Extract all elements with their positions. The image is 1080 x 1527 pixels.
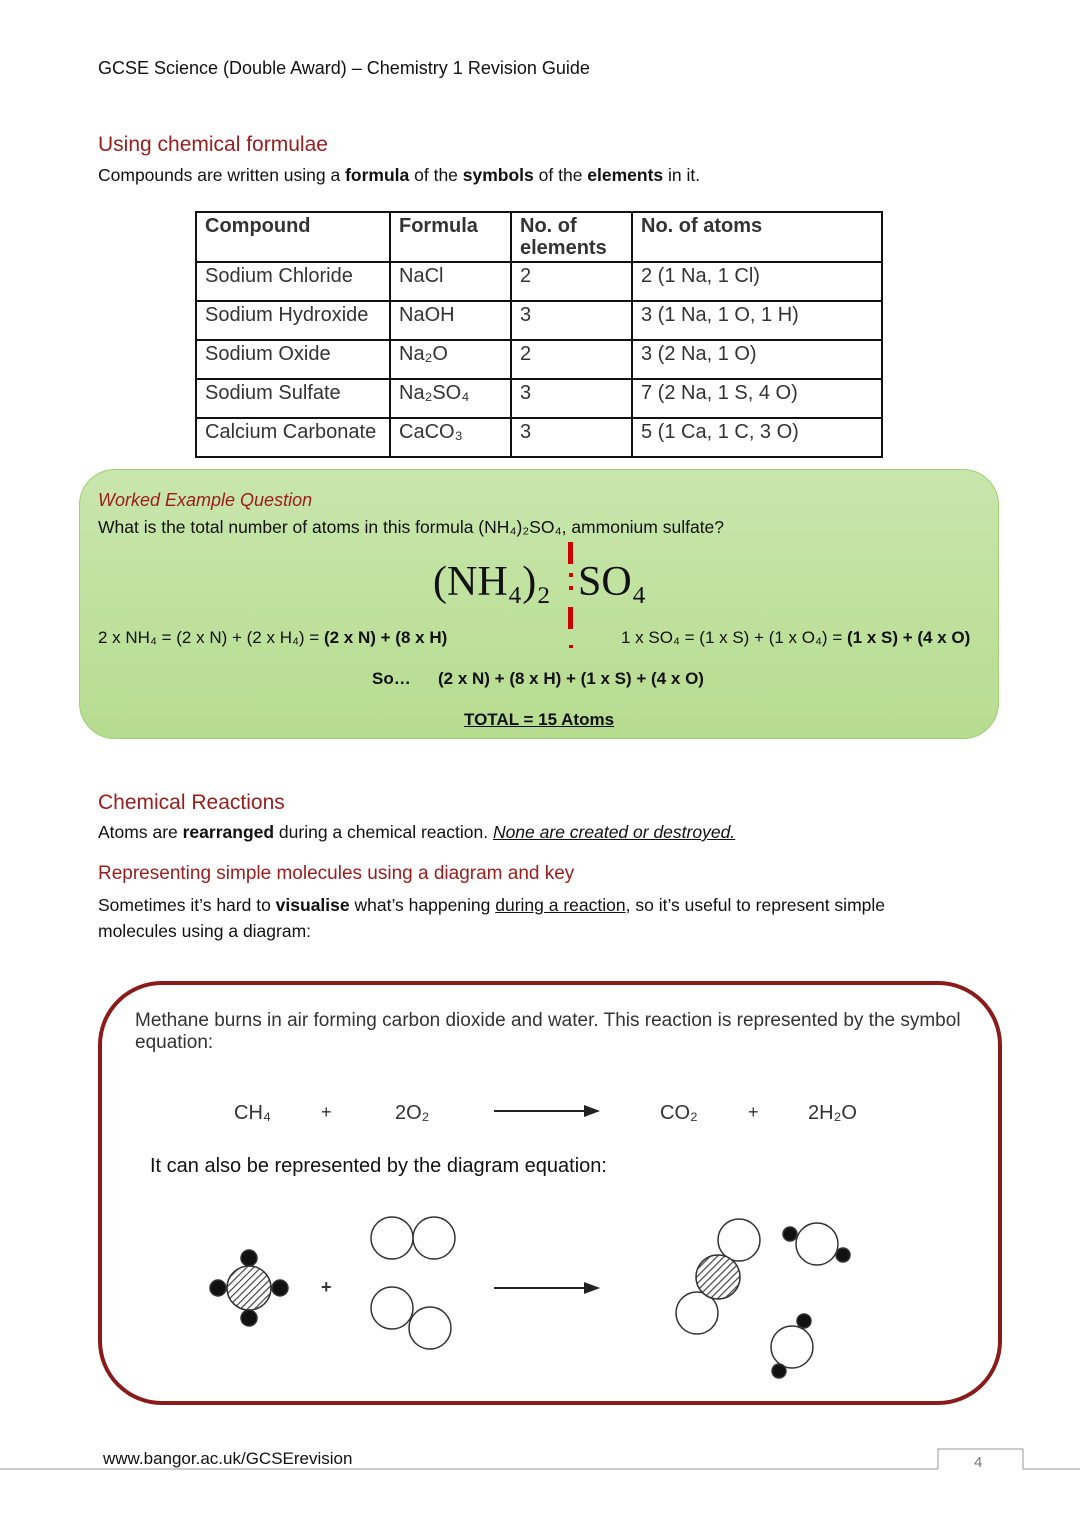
page-number-tab xyxy=(937,1448,1080,1470)
hydrogen-atom xyxy=(209,1279,227,1297)
hydrogen-atom xyxy=(271,1279,289,1297)
oxygen-atom xyxy=(795,1222,839,1266)
table-cell: 2 (1 Na, 1 Cl) xyxy=(631,261,883,302)
col-header: Compound xyxy=(195,211,391,263)
formula-right: SO₄ xyxy=(578,559,647,605)
compound-table: Compound Formula No. of elements No. of … xyxy=(195,211,883,458)
table-cell: 3 xyxy=(510,300,633,341)
col-header: Formula xyxy=(389,211,512,263)
hydrogen-atom xyxy=(240,1249,258,1267)
table-row: Sodium Hydroxide NaOH 3 3 (1 Na, 1 O, 1 H) xyxy=(195,300,883,341)
divider-line xyxy=(568,607,573,629)
divider-line xyxy=(569,586,573,590)
table-row: Sodium Chloride NaCl 2 2 (1 Na, 1 Cl) xyxy=(195,261,883,302)
section-title: Using chemical formulae xyxy=(98,133,328,156)
table-cell: 3 (2 Na, 1 O) xyxy=(631,339,883,380)
section-title: Chemical Reactions xyxy=(98,791,285,814)
table-cell: NaOH xyxy=(389,300,512,341)
hydrogen-atom xyxy=(771,1363,787,1379)
table-cell: Calcium Carbonate xyxy=(195,417,391,458)
table-header: Compound Formula No. of elements No. of … xyxy=(195,211,883,263)
eq-h2o: 2H₂O xyxy=(808,1102,857,1124)
carbon-atom xyxy=(226,1265,272,1311)
hydrogen-atom xyxy=(782,1226,798,1242)
table-cell: 2 xyxy=(510,339,633,380)
page-header: GCSE Science (Double Award) – Chemistry … xyxy=(98,58,590,78)
intro-text: Compounds are written using a formula of… xyxy=(98,165,701,185)
table-cell: Na₂SO₄ xyxy=(389,378,512,419)
oxygen-atom xyxy=(770,1325,814,1369)
reactions-text: Atoms are rearranged during a chemical r… xyxy=(98,822,736,842)
subsection-title: Representing simple molecules using a di… xyxy=(98,863,575,884)
col-header: No. of atoms xyxy=(631,211,883,263)
hydrogen-atom xyxy=(796,1313,812,1329)
carbon-atom xyxy=(695,1254,741,1300)
table-row: Sodium Oxide Na₂O 2 3 (2 Na, 1 O) xyxy=(195,339,883,380)
page-number: 4 xyxy=(974,1454,983,1471)
table-cell: Sodium Sulfate xyxy=(195,378,391,419)
eq-co2: CO₂ xyxy=(660,1102,698,1124)
divider-line xyxy=(569,645,573,648)
reaction-intro: Methane burns in air forming carbon diox… xyxy=(135,1010,961,1053)
worked-question: What is the total number of atoms in thi… xyxy=(98,517,725,537)
worked-example-label: Worked Example Question xyxy=(98,490,313,510)
total: TOTAL = 15 Atoms xyxy=(464,710,615,729)
diagram-plus: + xyxy=(321,1277,332,1297)
divider-line xyxy=(569,573,573,577)
table-cell: CaCO₃ xyxy=(389,417,512,458)
table-cell: 5 (1 Ca, 1 C, 3 O) xyxy=(631,417,883,458)
left-breakdown: 2 x NH₄ = (2 x N) + (2 x H₄) = (2 x N) +… xyxy=(98,628,448,647)
table-row: Calcium Carbonate CaCO₃ 3 5 (1 Ca, 1 C, 3 O… xyxy=(195,417,883,458)
oxygen-atom xyxy=(412,1216,456,1260)
oxygen-atom xyxy=(675,1291,719,1335)
oxygen-atom xyxy=(370,1286,414,1330)
divider-line xyxy=(568,542,573,564)
table-cell: Sodium Oxide xyxy=(195,339,391,380)
table-cell: Sodium Hydroxide xyxy=(195,300,391,341)
table-cell: 7 (2 Na, 1 S, 4 O) xyxy=(631,378,883,419)
table-cell: NaCl xyxy=(389,261,512,302)
formula-left: (NH₄)₂ xyxy=(433,559,551,605)
footer-url[interactable]: www.bangor.ac.uk/GCSErevision xyxy=(103,1449,353,1468)
eq-o2: 2O₂ xyxy=(395,1102,430,1124)
col-header: No. of elements xyxy=(510,211,633,263)
eq-ch4: CH₄ xyxy=(234,1102,272,1124)
worked-example-box xyxy=(79,469,999,739)
table-cell: 3 (1 Na, 1 O, 1 H) xyxy=(631,300,883,341)
sum: (2 x N) + (8 x H) + (1 x S) + (4 x O) xyxy=(438,669,704,688)
eq-plus: + xyxy=(321,1102,332,1122)
hydrogen-atom xyxy=(240,1309,258,1327)
diagram-intro: Sometimes it’s hard to visualise what’s … xyxy=(98,895,886,941)
table-cell: 3 xyxy=(510,417,633,458)
reaction-box xyxy=(98,981,1002,1405)
so-label: So… xyxy=(372,669,411,688)
eq-plus: + xyxy=(748,1102,759,1122)
oxygen-atom xyxy=(717,1218,761,1262)
oxygen-atom xyxy=(408,1306,452,1350)
right-breakdown: 1 x SO₄ = (1 x S) + (1 x O₄) = (1 x S) +… xyxy=(621,628,971,647)
table-cell: Na₂O xyxy=(389,339,512,380)
table-cell: 3 xyxy=(510,378,633,419)
table-row: Sodium Sulfate Na₂SO₄ 3 7 (2 Na, 1 S, 4 O) xyxy=(195,378,883,419)
table-cell: Sodium Chloride xyxy=(195,261,391,302)
table-cell: 2 xyxy=(510,261,633,302)
diagram-text: It can also be represented by the diagra… xyxy=(150,1155,607,1177)
hydrogen-atom xyxy=(835,1247,851,1263)
oxygen-atom xyxy=(370,1216,414,1260)
